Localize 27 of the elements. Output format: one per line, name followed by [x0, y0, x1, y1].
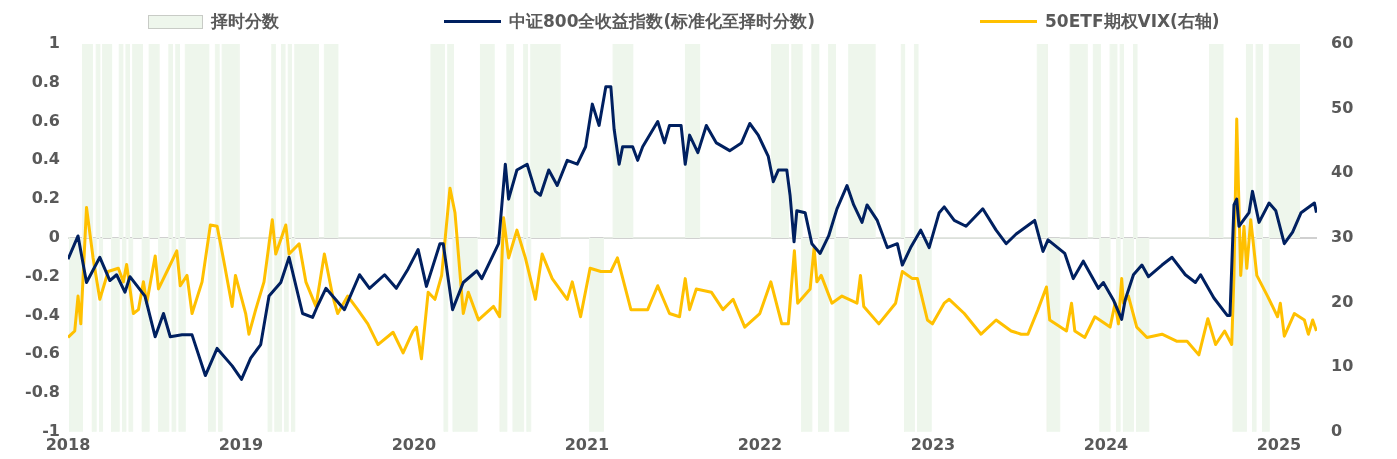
x-tick-label: 2022 — [737, 434, 783, 454]
x-tick-label: 2020 — [391, 434, 437, 454]
legend-label: 中证800全收益指数(标准化至择时分数) — [509, 10, 816, 33]
y-tick-label: 0 — [48, 227, 60, 247]
x-tick-label: 2024 — [1083, 434, 1129, 454]
y-tick-label: 0.2 — [31, 188, 60, 208]
y-tick-label: 1 — [48, 33, 60, 53]
legend-label: 50ETF期权VIX(右轴) — [1045, 10, 1220, 33]
y-tick-label: 0.6 — [31, 110, 60, 130]
y2-tick-label: 50 — [1331, 97, 1354, 117]
y-tick-label: 0.8 — [31, 71, 60, 91]
y2-tick-label: 10 — [1331, 356, 1354, 376]
y2-tick-label: 20 — [1331, 291, 1354, 311]
y2-tick-label: 40 — [1331, 162, 1354, 182]
x-tick-label: 2025 — [1256, 434, 1302, 454]
x-tick-label: 2021 — [564, 434, 610, 454]
y-tick-label: -0.2 — [25, 265, 60, 285]
y-tick-label: -0.6 — [25, 343, 60, 363]
y2-tick-label: 60 — [1331, 33, 1354, 53]
y2-tick-label: 30 — [1331, 227, 1354, 247]
y-tick-label: -0.8 — [25, 382, 60, 402]
x-tick-label: 2019 — [218, 434, 264, 454]
legend-label: 择时分数 — [211, 10, 279, 33]
y2-tick-label: 0 — [1331, 420, 1343, 440]
x-tick-label: 2023 — [910, 434, 956, 454]
y-tick-label: 0.4 — [31, 149, 60, 169]
y-tick-label: -0.4 — [25, 304, 60, 324]
